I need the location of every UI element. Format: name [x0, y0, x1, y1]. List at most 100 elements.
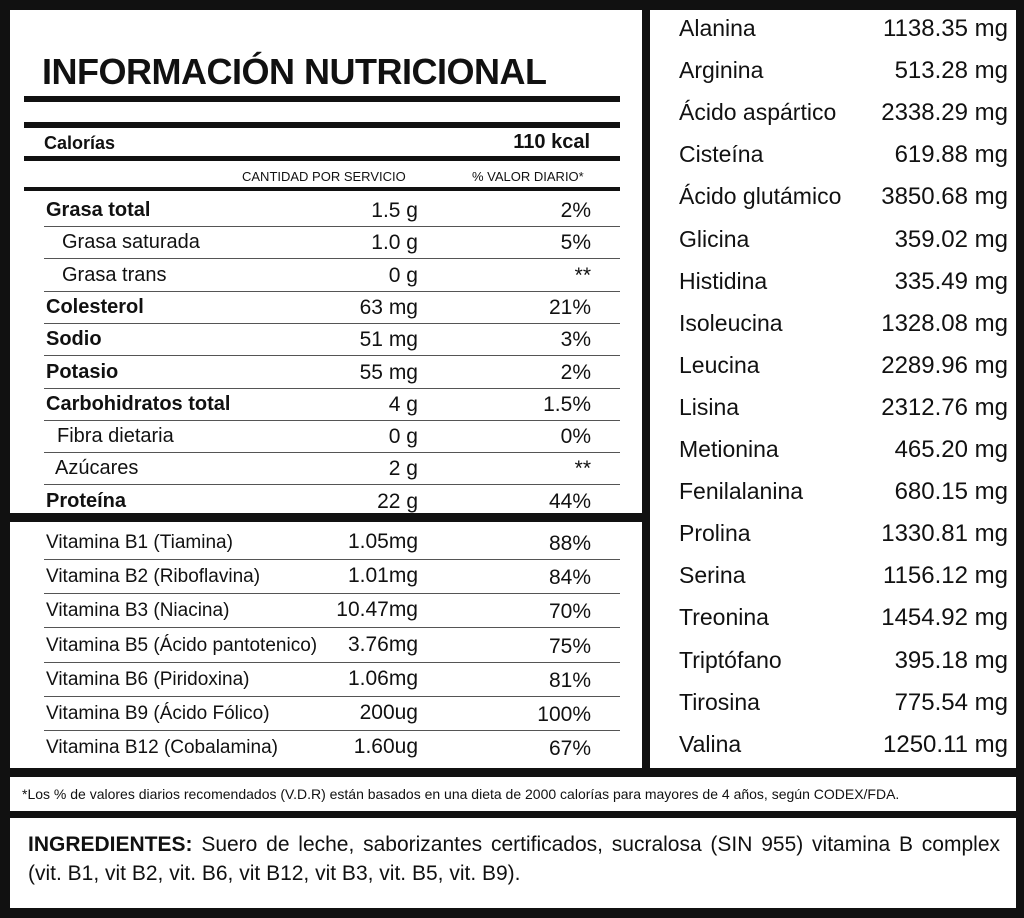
- amino-value: 3850.68 mg: [881, 183, 1008, 211]
- column-header: % VALOR DIARIO*: [472, 169, 584, 184]
- amino-name: Serina: [679, 562, 746, 589]
- row-rule: [44, 730, 620, 731]
- nutrient-name: Potasio: [46, 360, 119, 383]
- column-header: CANTIDAD POR SERVICIO: [242, 169, 406, 184]
- nutrient-amount: 63 mg: [359, 295, 418, 319]
- nutrient-name: Grasa saturada: [62, 231, 200, 254]
- nutrient-dv: 0%: [560, 425, 591, 449]
- row-rule: [44, 627, 620, 629]
- amino-name: Cisteína: [679, 141, 764, 168]
- nutrient-name: Fibra dietaria: [57, 425, 174, 448]
- vitamin-amount: 1.05mg: [347, 530, 418, 553]
- amino-value: 395.18 mg: [894, 646, 1008, 674]
- vitamin-amount: 3.76mg: [347, 632, 418, 656]
- amino-name: Triptófano: [679, 646, 782, 673]
- amino-value: 465.20 mg: [894, 436, 1008, 463]
- nutrient-amount: 4 g: [388, 392, 418, 416]
- rule: [24, 156, 620, 161]
- nutrient-dv: 5%: [560, 231, 591, 255]
- amino-value: 1156.12 mg: [883, 562, 1008, 590]
- nutrient-name: Carbohidratos total: [46, 392, 231, 415]
- amino-value: 1454.92 mg: [881, 604, 1008, 632]
- amino-value: 335.49 mg: [894, 267, 1008, 295]
- nutrient-name: Azúcares: [55, 457, 139, 480]
- row-rule: [44, 322, 620, 324]
- vitamin-dv: 81%: [548, 668, 591, 692]
- amino-name: Glicina: [679, 225, 750, 252]
- vitamin-name: Vitamina B9 (Ácido Fólico): [46, 703, 270, 724]
- vitamin-amount: 10.47mg: [336, 598, 418, 622]
- vitamin-amount: 1.01mg: [347, 564, 418, 588]
- amino-value: 775.54 mg: [894, 688, 1008, 716]
- vitamins-panel: Vitamina B1 (Tiamina) 1.05mg 88% Vitamina B…: [10, 522, 642, 768]
- vitamin-name: Vitamina B12 (Cobalamina): [46, 737, 278, 759]
- nutrient-name: Colesterol: [46, 295, 144, 318]
- amino-name: Arginina: [679, 57, 764, 84]
- amino-name: Isoleucina: [679, 309, 783, 336]
- row-rule: [44, 226, 620, 227]
- row-rule: [44, 559, 620, 560]
- amino-value: 1330.81 mg: [881, 520, 1008, 548]
- calories-label: Calorías: [44, 133, 116, 153]
- vitamin-amount: 1.60ug: [353, 735, 418, 759]
- amino-name: Prolina: [679, 520, 751, 547]
- ingredients-text: Suero de leche, saborizantes certificado…: [28, 833, 1000, 885]
- nutrient-amount: 51 mg: [359, 328, 418, 352]
- nutrition-panel: INFORMACIÓN NUTRICIONAL Calorías 110 kca…: [10, 10, 642, 513]
- calories-value: 110 kcal: [513, 131, 590, 153]
- amino-value: 619.88 mg: [894, 141, 1008, 169]
- nutrient-dv: 2%: [560, 360, 591, 384]
- nutrient-amount: 2 g: [388, 457, 418, 481]
- row-rule: [44, 661, 620, 663]
- footnote: *Los % de valores diarios recomendados (…: [22, 786, 900, 802]
- amino-value: 1138.35 mg: [883, 15, 1008, 42]
- nutrient-amount: 0 g: [388, 425, 418, 449]
- amino-name: Valina: [679, 730, 742, 757]
- amino-name: Alanina: [679, 15, 756, 41]
- amino-acids-panel: Alanina 1138.35 mg Arginina 513.28 mg Ácido …: [650, 10, 1016, 768]
- rule: [24, 96, 620, 102]
- vitamin-dv: 100%: [537, 703, 591, 726]
- vitamin-dv: 84%: [548, 566, 591, 590]
- amino-name: Ácido aspártico: [679, 99, 837, 126]
- nutrient-amount: 22 g: [377, 489, 418, 513]
- row-rule: [44, 387, 620, 389]
- nutrient-dv: **: [574, 263, 591, 287]
- vitamin-name: Vitamina B5 (Ácido pantotenico): [46, 634, 318, 656]
- title: INFORMACIÓN NUTRICIONAL: [42, 51, 547, 92]
- amino-name: Leucina: [679, 351, 760, 378]
- vitamin-amount: 1.06mg: [347, 666, 418, 690]
- row-rule: [44, 593, 620, 595]
- vitamin-name: Vitamina B1 (Tiamina): [46, 532, 233, 553]
- nutrient-name: Grasa trans: [62, 263, 167, 286]
- nutrient-amount: 1.5 g: [371, 199, 418, 222]
- ingredients-panel: INGREDIENTES: Suero de leche, saborizant…: [10, 818, 1016, 908]
- vitamin-dv: 88%: [548, 532, 591, 555]
- footnote-panel: *Los % de valores diarios recomendados (…: [10, 777, 1016, 811]
- rule: [24, 122, 620, 128]
- vitamin-name: Vitamina B3 (Niacina): [46, 600, 230, 622]
- amino-name: Histidina: [679, 267, 768, 294]
- nutrient-name: Sodio: [46, 328, 102, 351]
- amino-name: Tirosina: [679, 688, 760, 715]
- vitamin-name: Vitamina B2 (Riboflavina): [46, 566, 261, 588]
- amino-value: 359.02 mg: [894, 225, 1008, 253]
- row-rule: [44, 258, 620, 260]
- row-rule: [44, 355, 620, 357]
- nutrient-amount: 55 mg: [359, 360, 418, 384]
- nutrient-amount: 1.0 g: [371, 231, 418, 255]
- amino-value: 1250.11 mg: [883, 730, 1008, 758]
- ingredients: INGREDIENTES: Suero de leche, saborizant…: [28, 830, 1000, 888]
- amino-name: Lisina: [679, 393, 740, 420]
- amino-name: Ácido glutámico: [679, 183, 842, 210]
- nutrient-dv: 21%: [548, 295, 591, 319]
- vitamin-dv: 67%: [548, 737, 591, 761]
- rule: [24, 187, 620, 191]
- ingredients-label: INGREDIENTES:: [28, 833, 193, 856]
- vitamin-name: Vitamina B6 (Piridoxina): [46, 668, 250, 690]
- row-rule: [44, 290, 620, 292]
- row-rule: [44, 419, 620, 421]
- row-rule: [44, 484, 620, 486]
- vitamin-dv: 70%: [548, 600, 591, 624]
